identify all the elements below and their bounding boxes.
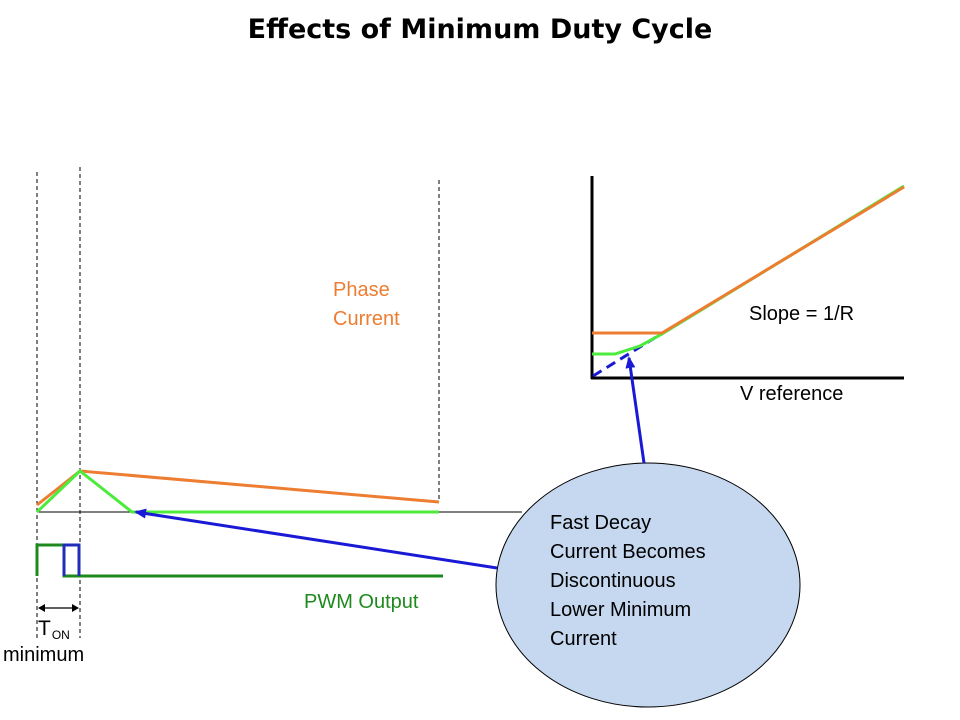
phase-current-waveform: [36, 469, 440, 507]
ton-subscript: ON: [51, 628, 70, 642]
phase-current-label-line: Current: [333, 308, 400, 330]
ton-arrowhead-right: [72, 604, 79, 612]
ton-arrowhead-left: [38, 604, 45, 612]
callout-line: Fast Decay: [550, 512, 652, 534]
callout-arrow-to-waveform: [134, 508, 498, 570]
callout-line: Lower Minimum: [550, 599, 692, 621]
pwm-pulse-waveform: [62, 543, 81, 576]
v-reference-label: V reference: [740, 383, 844, 405]
callout-bubble: [495, 462, 801, 708]
decay-vi-curve: [592, 184, 905, 356]
phase-current-label: Phase Current: [333, 276, 400, 334]
diagram-title: Effects of Minimum Duty Cycle: [247, 14, 713, 45]
decay-current-waveform: [35, 469, 439, 514]
pwm-output-label: PWM Output: [304, 591, 419, 613]
ton-label: TON: [38, 614, 70, 650]
callout-line: Current: [550, 628, 617, 650]
callout-text: Fast Decay Current Becomes Discontinuous…: [550, 509, 706, 654]
callout-line: Current Becomes: [550, 541, 706, 563]
ton-main: T: [38, 617, 51, 640]
callout-arrow-to-graph: [625, 356, 646, 464]
phase-current-label-line: Phase: [333, 279, 390, 301]
slope-label: Slope = 1/R: [749, 303, 855, 325]
phase-vi-curve: [592, 185, 905, 335]
callout-line: Discontinuous: [550, 570, 676, 592]
ton-minimum-label: minimum: [3, 644, 85, 666]
